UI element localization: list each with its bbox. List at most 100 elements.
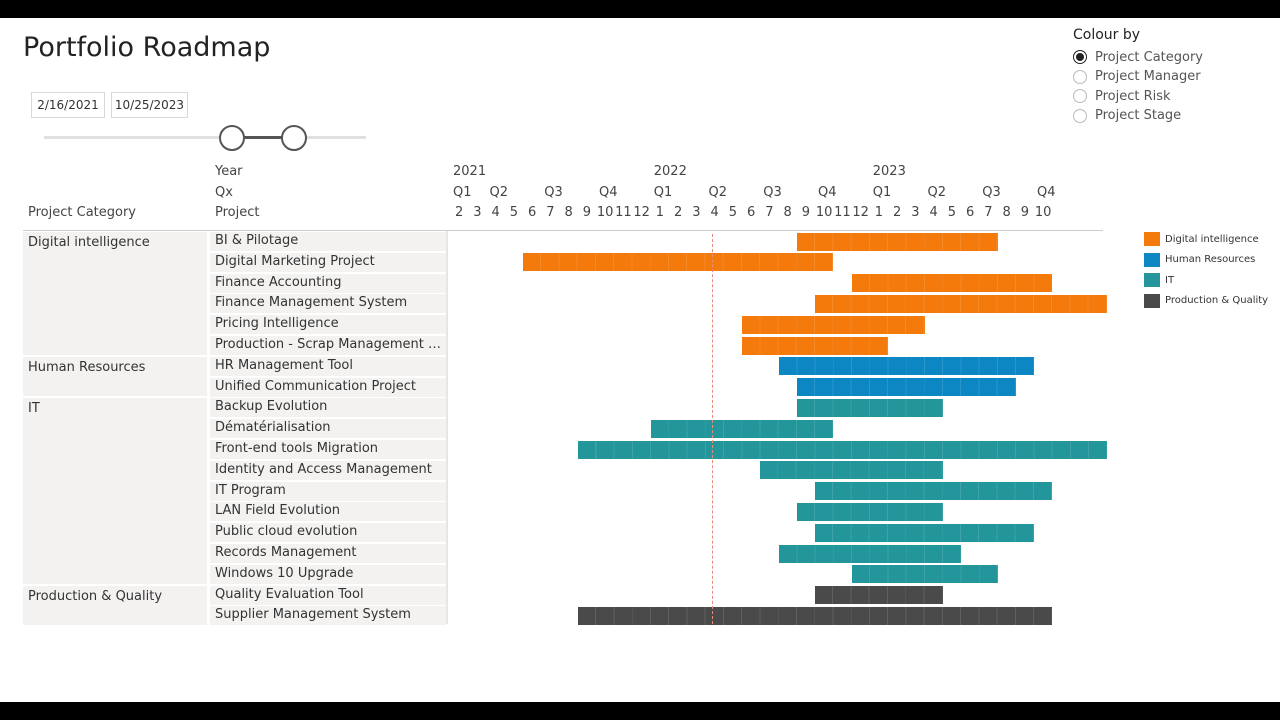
- gantt-divider: [446, 231, 448, 624]
- month-label: 3: [692, 205, 701, 220]
- project-name[interactable]: BI & Pilotage: [210, 232, 446, 251]
- month-label: 6: [965, 205, 975, 220]
- report-canvas: Portfolio Roadmap 2/16/2021 10/25/2023 C…: [0, 18, 1280, 702]
- month-label: 11: [615, 205, 632, 220]
- project-name[interactable]: Quality Evaluation Tool: [210, 585, 446, 605]
- gantt-bar[interactable]: [796, 232, 998, 251]
- colour-by-title: Colour by: [1073, 27, 1141, 43]
- colour-by-option[interactable]: Project Manager: [1073, 68, 1201, 86]
- month-label: 2: [454, 205, 464, 220]
- project-name[interactable]: IT Program: [210, 481, 446, 501]
- end-date-input[interactable]: 10/25/2023: [111, 92, 188, 118]
- colour-by-option[interactable]: Project Category: [1073, 48, 1203, 66]
- project-name[interactable]: Supplier Management System: [210, 606, 446, 626]
- gantt-bar[interactable]: [815, 523, 1034, 542]
- gantt-bar[interactable]: [760, 461, 943, 480]
- year-header: Year: [215, 164, 243, 179]
- project-header: Project: [215, 205, 260, 220]
- gantt-bar[interactable]: [577, 606, 1053, 625]
- legend-swatch: [1144, 273, 1160, 287]
- month-label: 10: [596, 205, 614, 220]
- gantt-bar[interactable]: [778, 544, 961, 563]
- month-label: 3: [911, 205, 920, 220]
- page-title: Portfolio Roadmap: [23, 32, 271, 63]
- project-name[interactable]: Public cloud evolution: [210, 523, 446, 543]
- quarter-label: Q3: [763, 185, 782, 200]
- project-name[interactable]: Digital Marketing Project: [210, 252, 446, 272]
- quarter-label: Q4: [818, 185, 837, 200]
- gantt-bar[interactable]: [796, 378, 1016, 397]
- colour-by-option[interactable]: Project Stage: [1073, 107, 1181, 125]
- radio-button[interactable]: [1073, 89, 1087, 103]
- project-name[interactable]: Backup Evolution: [210, 398, 446, 418]
- month-label: 10: [1034, 205, 1052, 220]
- month-label: 7: [984, 205, 993, 220]
- project-name[interactable]: Unified Communication Project: [210, 377, 446, 397]
- radio-button[interactable]: [1073, 69, 1087, 84]
- project-name[interactable]: HR Management Tool: [210, 356, 446, 376]
- project-name[interactable]: LAN Field Evolution: [210, 502, 446, 522]
- gantt-bar[interactable]: [742, 336, 888, 355]
- project-name[interactable]: Finance Accounting: [210, 273, 446, 293]
- legend-item[interactable]: Digital intelligence: [1144, 232, 1259, 246]
- category-label: Production & Quality: [28, 588, 163, 604]
- project-name[interactable]: Identity and Access Management: [210, 460, 446, 480]
- quarter-label: Q1: [872, 185, 892, 200]
- month-label: 8: [783, 205, 792, 220]
- month-label: 8: [564, 205, 573, 220]
- month-label: 12: [633, 205, 650, 220]
- month-label: 8: [1002, 205, 1011, 220]
- today-marker-line: [712, 234, 713, 624]
- gantt-bar[interactable]: [815, 586, 943, 605]
- year-label: 2023: [872, 164, 906, 179]
- quarter-label: Q2: [927, 185, 947, 200]
- date-slider-track[interactable]: [44, 136, 366, 139]
- month-label: 7: [546, 205, 555, 220]
- colour-by-option-label: Project Category: [1095, 49, 1203, 65]
- month-label: 4: [491, 205, 500, 220]
- gantt-bar[interactable]: [796, 502, 943, 521]
- project-name[interactable]: Front-end tools Migration: [210, 440, 446, 459]
- legend-label: Digital intelligence: [1165, 233, 1259, 245]
- year-label: 2022: [653, 164, 687, 179]
- project-name[interactable]: Production - Scrap Management Sy...: [210, 336, 446, 355]
- date-slider-range: [232, 136, 294, 139]
- date-slider-end-handle[interactable]: [281, 125, 307, 151]
- month-label: 10: [815, 205, 833, 220]
- gantt-bar[interactable]: [650, 419, 834, 438]
- gantt-bar[interactable]: [851, 565, 998, 584]
- legend-swatch: [1144, 252, 1160, 267]
- month-label: 5: [947, 205, 957, 220]
- gantt-bar[interactable]: [815, 294, 1107, 313]
- legend-item[interactable]: Production & Quality: [1144, 293, 1268, 308]
- start-date-input[interactable]: 2/16/2021: [31, 92, 105, 118]
- gantt-bar[interactable]: [577, 440, 1107, 459]
- project-name[interactable]: Windows 10 Upgrade: [210, 564, 446, 584]
- gantt-bar[interactable]: [796, 398, 943, 417]
- legend-label: Human Resources: [1165, 254, 1256, 265]
- colour-by-option-label: Project Manager: [1095, 69, 1201, 84]
- category-cell: Human Resources: [23, 356, 207, 397]
- radio-button[interactable]: [1073, 50, 1087, 64]
- legend-item[interactable]: Human Resources: [1144, 252, 1256, 267]
- gantt-bar[interactable]: [523, 253, 834, 272]
- project-name[interactable]: Finance Management System: [210, 294, 446, 314]
- date-slider-start-handle[interactable]: [219, 125, 245, 151]
- project-name[interactable]: Pricing Intelligence: [210, 315, 446, 335]
- gantt-bar[interactable]: [742, 315, 925, 334]
- header-separator: [23, 230, 1103, 231]
- legend-swatch: [1144, 232, 1160, 246]
- month-label: 4: [710, 205, 719, 220]
- project-name[interactable]: Records Management: [210, 544, 446, 563]
- radio-button[interactable]: [1073, 108, 1087, 123]
- gantt-bar[interactable]: [815, 482, 1053, 501]
- quarter-label: Q1: [453, 185, 472, 200]
- gantt-bar[interactable]: [851, 274, 1053, 293]
- month-label: 3: [473, 205, 482, 220]
- gantt-bar[interactable]: [778, 357, 1034, 376]
- category-label: Digital intelligence: [28, 235, 150, 250]
- quarter-label: Q2: [489, 185, 509, 200]
- legend-item[interactable]: IT: [1144, 273, 1174, 287]
- colour-by-option[interactable]: Project Risk: [1073, 87, 1171, 105]
- project-name[interactable]: Dématérialisation: [210, 419, 446, 439]
